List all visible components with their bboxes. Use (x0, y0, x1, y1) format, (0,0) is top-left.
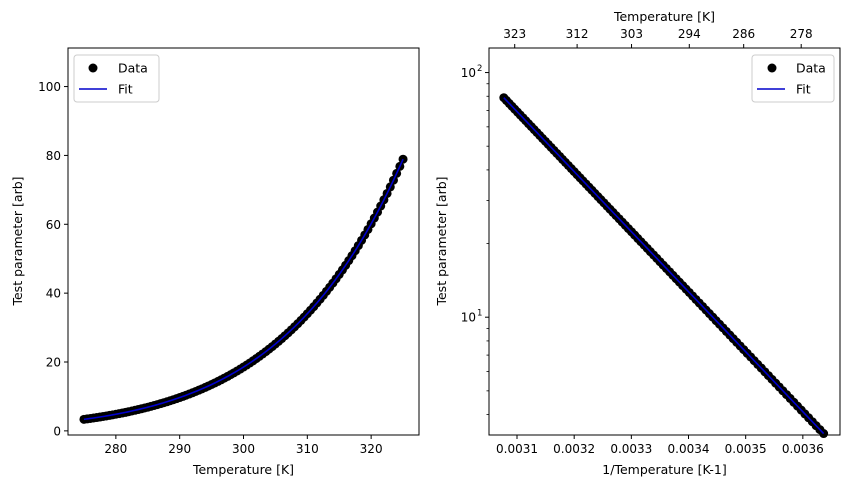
right-top-tick-label: 294 (678, 27, 701, 41)
left-y-axis-label: Test parameter [arb] (10, 176, 25, 306)
right-x-tick-label: 0.0035 (725, 442, 767, 456)
right-axes-frame (488, 47, 841, 436)
right-legend-data-label: Data (796, 61, 826, 76)
right-legend: Data Fit (751, 54, 835, 103)
left-x-tick-label: 280 (104, 442, 127, 456)
left-legend-data-label: Data (118, 61, 148, 76)
right-legend-data-marker (767, 63, 777, 73)
right-fit-line (503, 97, 825, 435)
right-x-axis-label: 1/Temperature [K-1] (602, 462, 726, 477)
right-y-tick-exponent: 1 (477, 309, 482, 319)
right-x-ticks: 0.0031 0.0032 0.0033 0.0034 0.0035 0.0036 (496, 435, 824, 456)
left-panel: 280 290 300 310 320 0 20 40 60 80 100 Temperature… (10, 47, 420, 477)
left-y-tick-label: 80 (46, 149, 61, 163)
left-y-ticks: 0 20 40 60 80 100 (38, 80, 68, 438)
left-x-axis-label: Temperature [K] (192, 462, 294, 477)
left-x-tick-label: 290 (168, 442, 191, 456)
left-legend-fit-label: Fit (118, 82, 133, 97)
right-legend-fit-label: Fit (796, 82, 811, 97)
right-top-axis-label: Temperature [K] (613, 9, 715, 24)
left-y-tick-label: 0 (53, 424, 61, 438)
right-top-tick-label: 323 (503, 27, 526, 41)
right-top-tick-label: 312 (566, 27, 589, 41)
right-y-axis-label: Test parameter [arb] (434, 176, 449, 306)
left-y-tick-label: 20 (46, 356, 61, 370)
right-top-tick-label: 286 (732, 27, 755, 41)
right-x-tick-label: 0.0032 (553, 442, 595, 456)
left-fit-line (83, 158, 404, 421)
left-x-tick-label: 300 (232, 442, 255, 456)
right-top-tick-label: 303 (620, 27, 643, 41)
left-legend: Data Fit (73, 54, 160, 103)
left-y-tick-label: 40 (46, 287, 61, 301)
right-x-tick-label: 0.0031 (496, 442, 538, 456)
right-top-ticks: 323 312 303 294 286 278 (503, 27, 813, 48)
right-panel: 0.0031 0.0032 0.0033 0.0034 0.0035 0.0036 323… (434, 9, 841, 477)
left-x-ticks: 280 290 300 310 320 (104, 435, 383, 456)
left-legend-data-marker (88, 63, 98, 73)
left-y-tick-label: 100 (38, 80, 61, 94)
left-y-tick-label: 60 (46, 218, 61, 232)
right-x-tick-label: 0.0034 (668, 442, 710, 456)
right-top-tick-label: 278 (790, 27, 813, 41)
right-x-tick-label: 0.0033 (610, 442, 652, 456)
right-y-tick-label: 10 (461, 66, 476, 80)
left-x-tick-label: 310 (296, 442, 319, 456)
right-y-tick-exponent: 2 (477, 64, 482, 74)
right-y-tick-label: 10 (461, 311, 476, 325)
right-x-tick-label: 0.0036 (782, 442, 824, 456)
left-x-tick-label: 320 (360, 442, 383, 456)
